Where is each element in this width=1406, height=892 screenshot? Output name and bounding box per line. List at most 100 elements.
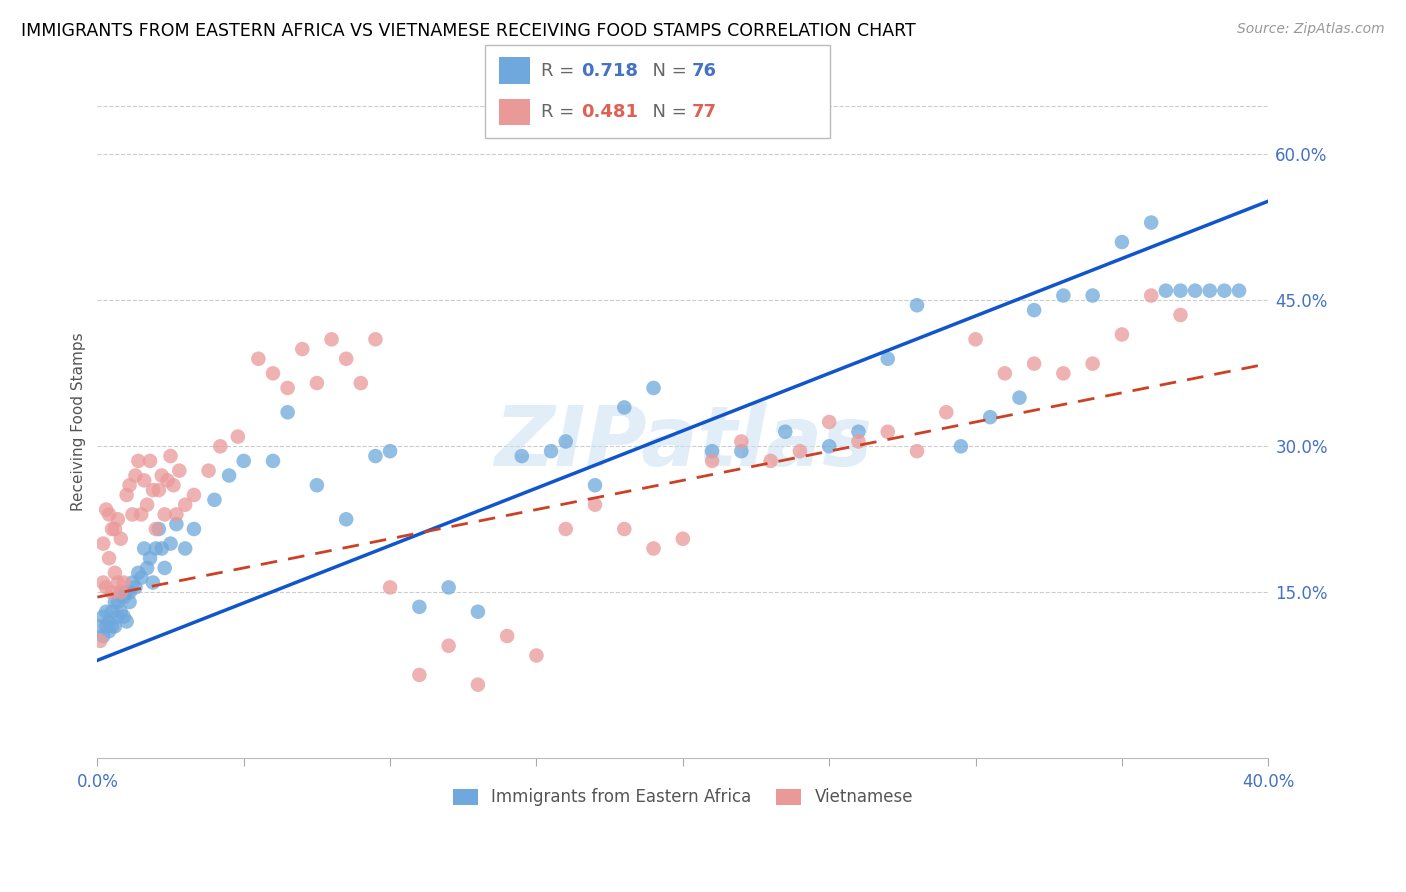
Point bbox=[104, 595, 127, 609]
Point bbox=[1022, 303, 1045, 318]
Point bbox=[700, 454, 723, 468]
Point bbox=[169, 464, 191, 478]
Point bbox=[1052, 288, 1074, 302]
Point bbox=[408, 668, 430, 682]
Point bbox=[1184, 284, 1206, 298]
Point bbox=[127, 454, 149, 468]
Point bbox=[142, 483, 165, 497]
Point bbox=[730, 444, 752, 458]
Point bbox=[134, 541, 156, 556]
Point bbox=[554, 434, 576, 449]
Point bbox=[94, 581, 117, 595]
Point bbox=[526, 648, 548, 663]
Point bbox=[789, 444, 811, 458]
Point bbox=[148, 483, 170, 497]
Point bbox=[124, 468, 146, 483]
Point bbox=[136, 561, 159, 575]
Point bbox=[818, 415, 841, 429]
Point bbox=[1081, 357, 1104, 371]
Point bbox=[759, 454, 782, 468]
Point bbox=[232, 454, 254, 468]
Point bbox=[335, 512, 357, 526]
Point bbox=[115, 615, 138, 629]
Point bbox=[98, 508, 121, 522]
Point bbox=[183, 522, 205, 536]
Point bbox=[818, 439, 841, 453]
Point bbox=[496, 629, 519, 643]
Point bbox=[112, 609, 135, 624]
Point bbox=[321, 332, 343, 346]
Point bbox=[408, 599, 430, 614]
Point bbox=[110, 585, 132, 599]
Point bbox=[115, 585, 138, 599]
Point bbox=[583, 478, 606, 492]
Point bbox=[204, 492, 226, 507]
Point bbox=[1140, 216, 1163, 230]
Point bbox=[335, 351, 357, 366]
Point bbox=[159, 536, 181, 550]
Point bbox=[949, 439, 972, 453]
Point bbox=[1154, 284, 1177, 298]
Point bbox=[305, 376, 328, 390]
Point bbox=[672, 532, 695, 546]
Point bbox=[98, 624, 121, 639]
Legend: Immigrants from Eastern Africa, Vietnamese: Immigrants from Eastern Africa, Vietname… bbox=[446, 781, 920, 814]
Point bbox=[848, 434, 870, 449]
Point bbox=[1170, 308, 1192, 322]
Point bbox=[110, 532, 132, 546]
Text: ZIPatlas: ZIPatlas bbox=[494, 401, 872, 483]
Point bbox=[1111, 235, 1133, 249]
Point bbox=[350, 376, 373, 390]
Point bbox=[115, 488, 138, 502]
Point bbox=[129, 508, 152, 522]
Point bbox=[994, 367, 1017, 381]
Point bbox=[364, 332, 387, 346]
Point bbox=[159, 449, 181, 463]
Point bbox=[107, 595, 129, 609]
Point bbox=[247, 351, 270, 366]
Point bbox=[145, 522, 167, 536]
Point bbox=[162, 478, 184, 492]
Point bbox=[153, 508, 176, 522]
Point bbox=[104, 566, 127, 580]
Point bbox=[139, 551, 162, 566]
Point bbox=[277, 381, 299, 395]
Point bbox=[98, 551, 121, 566]
Text: R =: R = bbox=[541, 62, 581, 79]
Point bbox=[91, 629, 114, 643]
Point bbox=[277, 405, 299, 419]
Point bbox=[1140, 288, 1163, 302]
Point bbox=[554, 522, 576, 536]
Point bbox=[127, 566, 149, 580]
Point bbox=[364, 449, 387, 463]
Point bbox=[145, 541, 167, 556]
Point bbox=[89, 633, 111, 648]
Point bbox=[94, 619, 117, 633]
Point bbox=[91, 536, 114, 550]
Point bbox=[112, 575, 135, 590]
Text: R =: R = bbox=[541, 103, 581, 121]
Point bbox=[437, 581, 460, 595]
Point bbox=[150, 541, 173, 556]
Point bbox=[979, 410, 1001, 425]
Point bbox=[197, 464, 219, 478]
Point bbox=[1213, 284, 1236, 298]
Point bbox=[110, 585, 132, 599]
Point bbox=[437, 639, 460, 653]
Point bbox=[378, 581, 401, 595]
Point bbox=[136, 498, 159, 512]
Point bbox=[107, 575, 129, 590]
Text: IMMIGRANTS FROM EASTERN AFRICA VS VIETNAMESE RECEIVING FOOD STAMPS CORRELATION C: IMMIGRANTS FROM EASTERN AFRICA VS VIETNA… bbox=[21, 22, 915, 40]
Y-axis label: Receiving Food Stamps: Receiving Food Stamps bbox=[72, 333, 86, 511]
Point bbox=[905, 298, 928, 312]
Point bbox=[174, 498, 197, 512]
Point bbox=[148, 522, 170, 536]
Point bbox=[965, 332, 987, 346]
Point bbox=[91, 609, 114, 624]
Point bbox=[150, 468, 173, 483]
Point bbox=[104, 522, 127, 536]
Point bbox=[775, 425, 797, 439]
Point bbox=[613, 522, 636, 536]
Point bbox=[94, 502, 117, 516]
Point bbox=[643, 381, 665, 395]
